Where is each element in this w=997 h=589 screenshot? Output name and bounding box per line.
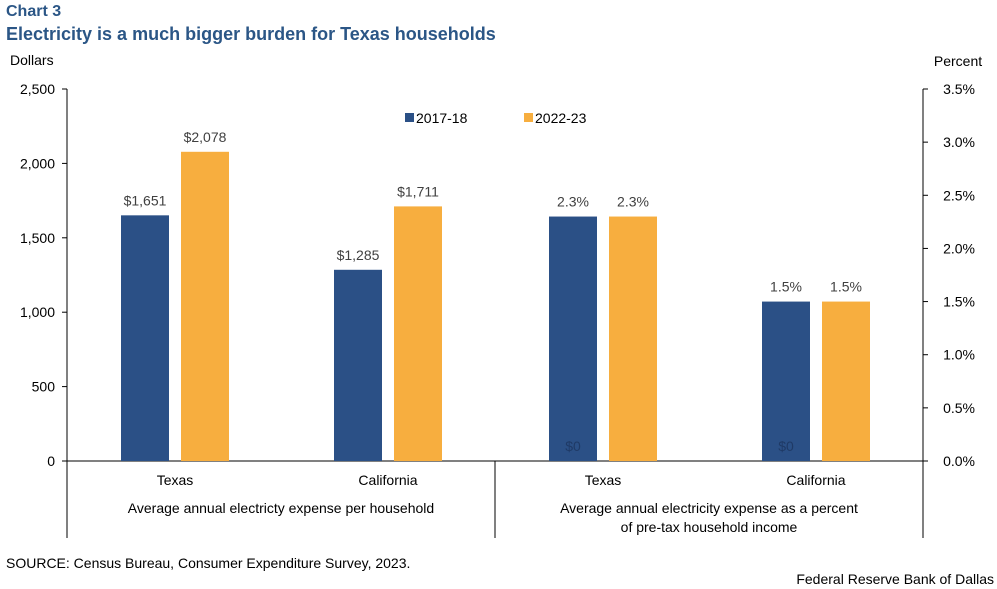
left-axis-title: Dollars bbox=[10, 52, 54, 68]
right-axis-tick-label: 2.0% bbox=[943, 240, 975, 256]
data-label: $2,078 bbox=[184, 129, 227, 145]
legend-label: 2022-23 bbox=[535, 110, 587, 126]
data-label-zero: $0 bbox=[565, 438, 581, 454]
right-axis-tick-label: 0.0% bbox=[943, 453, 975, 469]
bar-2022-23-0 bbox=[181, 151, 229, 462]
credit-line: Federal Reserve Bank of Dallas bbox=[796, 571, 994, 587]
data-label: $1,651 bbox=[124, 192, 167, 208]
chart-title: Electricity is a much bigger burden for … bbox=[6, 24, 496, 44]
data-label: 1.5% bbox=[830, 279, 862, 295]
legend-label: 2017-18 bbox=[416, 110, 468, 126]
source-note: SOURCE: Census Bureau, Consumer Expendit… bbox=[6, 555, 411, 571]
group-label-line-1: Average annual electricity expense as a … bbox=[560, 500, 858, 516]
bar-2022-23-3 bbox=[822, 301, 870, 461]
data-label: 1.5% bbox=[770, 279, 802, 295]
bar-2022-23-1 bbox=[394, 206, 442, 461]
left-axis-tick-label: 2,500 bbox=[20, 81, 55, 97]
category-label: Texas bbox=[157, 472, 194, 488]
data-label: $1,711 bbox=[397, 183, 439, 199]
right-axis-tick-label: 1.5% bbox=[943, 294, 975, 310]
bar-2022-23-2 bbox=[609, 216, 657, 461]
left-axis-tick-label: 2,000 bbox=[20, 155, 55, 171]
bar-2017-18-0 bbox=[121, 215, 169, 461]
category-label: California bbox=[358, 472, 417, 488]
bar-2017-18-3 bbox=[762, 301, 810, 461]
data-label: 2.3% bbox=[617, 194, 649, 210]
group-label-line-2: of pre-tax household income bbox=[621, 519, 798, 535]
right-axis-tick-label: 3.5% bbox=[943, 81, 975, 97]
right-axis-tick-label: 1.0% bbox=[943, 347, 975, 363]
chart-number-label: Chart 3 bbox=[6, 3, 62, 20]
left-axis-tick-label: 0 bbox=[47, 453, 55, 469]
right-axis-tick-label: 2.5% bbox=[943, 187, 975, 203]
data-label: $1,285 bbox=[337, 247, 380, 263]
left-axis-tick-label: 500 bbox=[32, 379, 56, 395]
group-label: Average annual electricty expense per ho… bbox=[128, 500, 434, 516]
right-axis-tick-label: 3.0% bbox=[943, 134, 975, 150]
left-axis-tick-label: 1,500 bbox=[20, 230, 55, 246]
category-label: California bbox=[786, 472, 845, 488]
legend-swatch-2022-23 bbox=[524, 113, 533, 122]
legend-swatch-2017-18 bbox=[405, 113, 414, 122]
bar-2017-18-1 bbox=[334, 269, 382, 461]
bar-2017-18-2 bbox=[549, 216, 597, 461]
left-axis-tick-label: 1,000 bbox=[20, 304, 55, 320]
right-axis-title: Percent bbox=[934, 53, 982, 69]
data-label-zero: $0 bbox=[778, 438, 794, 454]
right-axis-tick-label: 0.5% bbox=[943, 400, 975, 416]
data-label: 2.3% bbox=[557, 194, 589, 210]
category-label: Texas bbox=[585, 472, 622, 488]
